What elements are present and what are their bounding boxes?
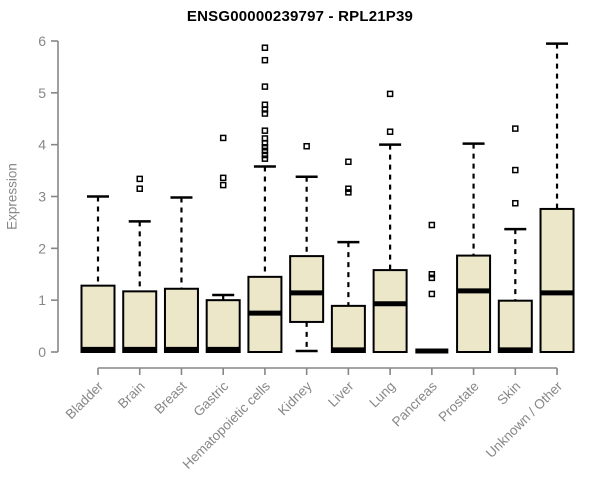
outlier-point-gastric-2 (219, 181, 227, 189)
chart-title: ENSG00000239797 - RPL21P39 (186, 8, 414, 25)
outlier-point-hematopoietic-cells-0 (261, 44, 269, 51)
outlier-point-lung-1 (386, 128, 394, 135)
outlier-point-pancreas-0 (428, 221, 436, 229)
x-tick-label-prostate: Prostate (436, 379, 482, 425)
box-lung (372, 269, 408, 353)
outlier-point-hematopoietic-cells-11 (261, 151, 269, 159)
box-gastric (205, 299, 241, 353)
y-tick-label-6: 6 (38, 33, 46, 49)
x-tick-label-liver: Liver (325, 378, 357, 410)
y-tick-label-0: 0 (38, 344, 46, 360)
x-tick-label-bladder: Bladder (63, 378, 107, 422)
outlier-point-pancreas-3 (428, 290, 436, 298)
box-prostate (456, 254, 492, 353)
box-skin (497, 299, 533, 354)
box-breast (163, 287, 199, 353)
outlier-point-liver-1 (345, 185, 352, 192)
outlier-point-gastric-0 (219, 134, 227, 142)
outlier-point-skin-0 (512, 125, 519, 132)
outlier-point-hematopoietic-cells-12 (261, 155, 269, 162)
outlier-point-gastric-1 (219, 174, 227, 182)
outlier-point-hematopoietic-cells-10 (261, 147, 269, 155)
y-tick-label-4: 4 (38, 137, 46, 153)
outlier-point-brain-1 (136, 185, 143, 192)
box-kidney (289, 255, 325, 323)
outlier-point-liver-0 (345, 158, 352, 166)
outlier-point-lung-0 (386, 90, 394, 98)
outlier-point-pancreas-2 (428, 274, 436, 282)
box-liver (330, 304, 366, 353)
y-tick-label-2: 2 (38, 240, 46, 256)
y-tick-label-5: 5 (38, 85, 46, 101)
box-unknown-other (539, 207, 575, 353)
outlier-point-pancreas-1 (428, 271, 436, 278)
outlier-point-kidney-0 (303, 142, 310, 150)
outlier-point-hematopoietic-cells-9 (261, 144, 269, 151)
outlier-point-hematopoietic-cells-8 (261, 139, 269, 147)
outlier-point-hematopoietic-cells-4 (261, 106, 269, 113)
x-tick-label-unknown-other: Unknown / Other (483, 378, 566, 461)
box-bladder (80, 284, 116, 353)
outlier-point-hematopoietic-cells-6 (261, 127, 269, 134)
x-tick-label-skin: Skin (494, 379, 523, 408)
outlier-point-liver-2 (345, 189, 352, 196)
outlier-point-skin-1 (512, 166, 519, 174)
outlier-point-skin-2 (512, 199, 519, 207)
x-tick-label-lung: Lung (366, 379, 398, 411)
box-brain (122, 290, 158, 353)
x-tick-label-pancreas: Pancreas (389, 378, 440, 429)
x-tick-label-breast: Breast (151, 378, 189, 416)
outlier-point-hematopoietic-cells-2 (261, 83, 269, 90)
outlier-point-hematopoietic-cells-5 (261, 110, 269, 117)
outlier-point-brain-0 (136, 175, 143, 183)
y-tick-label-3: 3 (38, 189, 46, 205)
y-tick-label-1: 1 (38, 292, 46, 308)
outlier-point-hematopoietic-cells-1 (261, 56, 269, 64)
x-tick-label-brain: Brain (115, 379, 148, 412)
x-tick-label-gastric: Gastric (190, 378, 231, 419)
x-tick-label-kidney: Kidney (275, 378, 315, 418)
